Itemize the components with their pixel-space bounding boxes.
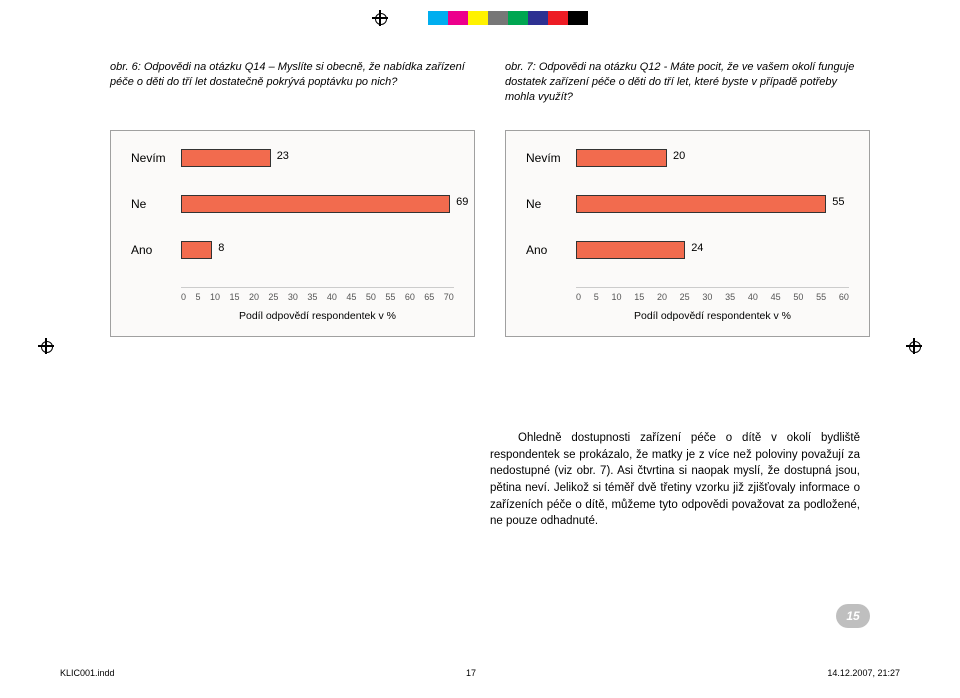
bar-row: Nevím 20 [526,149,849,167]
bar-track: 23 [181,149,454,167]
bar-value-label: 24 [691,242,703,254]
body-paragraph: Ohledně dostupnosti zařízení péče o dítě… [490,430,860,530]
bar-category-label: Ano [526,241,576,257]
reg-cross-left-icon [38,338,54,354]
bar-category-label: Nevím [526,149,576,165]
color-bar [428,11,588,25]
bar-fill [576,149,667,167]
bar-fill [181,149,271,167]
bar-category-label: Ne [526,195,576,211]
bar-value-label: 55 [832,196,844,208]
footer-left: KLIC001.indd [60,668,115,678]
bar-track: 8 [181,241,454,259]
reg-cross-icon [372,10,388,26]
bar-track: 55 [576,195,849,213]
footer-center: 17 [466,668,476,678]
chart-left: Nevím23Ne69Ano80510152025303540455055606… [110,130,475,337]
caption-right: obr. 7: Odpovědi na otázku Q12 - Máte po… [505,60,870,105]
page-number: 15 [846,609,859,623]
bar-value-label: 69 [456,196,468,208]
bar-track: 69 [181,195,454,213]
page-number-badge: 15 [836,604,870,628]
body-text-content: Ohledně dostupnosti zařízení péče o dítě… [490,432,860,527]
footer-right: 14.12.2007, 21:27 [827,668,900,678]
registration-marks-top [0,10,960,26]
bar-fill [576,195,826,213]
chart-right: Nevím 20 Ne 55 Ano 24 051015202530354045505560… [505,130,870,337]
bar-category-label: Ano [131,241,181,257]
bar-fill [181,195,450,213]
bar-category-label: Ne [131,195,181,211]
bar-row: Nevím 23 [131,149,454,167]
charts-row: Nevím23Ne69Ano80510152025303540455055606… [110,130,870,337]
bar-value-label: 23 [277,150,289,162]
reg-cross-right-icon [906,338,922,354]
footer: KLIC001.indd 17 14.12.2007, 21:27 [60,668,900,678]
bar-row: Ano 8 [131,241,454,259]
bar-track: 20 [576,149,849,167]
figure-captions: obr. 6: Odpovědi na otázku Q14 – Myslíte… [110,60,870,105]
caption-left: obr. 6: Odpovědi na otázku Q14 – Myslíte… [110,60,475,105]
bar-fill [181,241,212,259]
bar-row: Ano 24 [526,241,849,259]
bar-track: 24 [576,241,849,259]
axis-title: Podíl odpovědí respondentek v % [576,310,849,322]
bar-row: Ne 55 [526,195,849,213]
bar-value-label: 8 [218,242,224,254]
x-axis: 051015202530354045505560 [576,287,849,302]
bar-fill [576,241,685,259]
x-axis: 0510152025303540455055606570 [181,287,454,302]
axis-title: Podíl odpovědí respondentek v % [181,310,454,322]
bar-category-label: Nevím [131,149,181,165]
bar-value-label: 20 [673,150,685,162]
bar-row: Ne69 [131,195,454,213]
